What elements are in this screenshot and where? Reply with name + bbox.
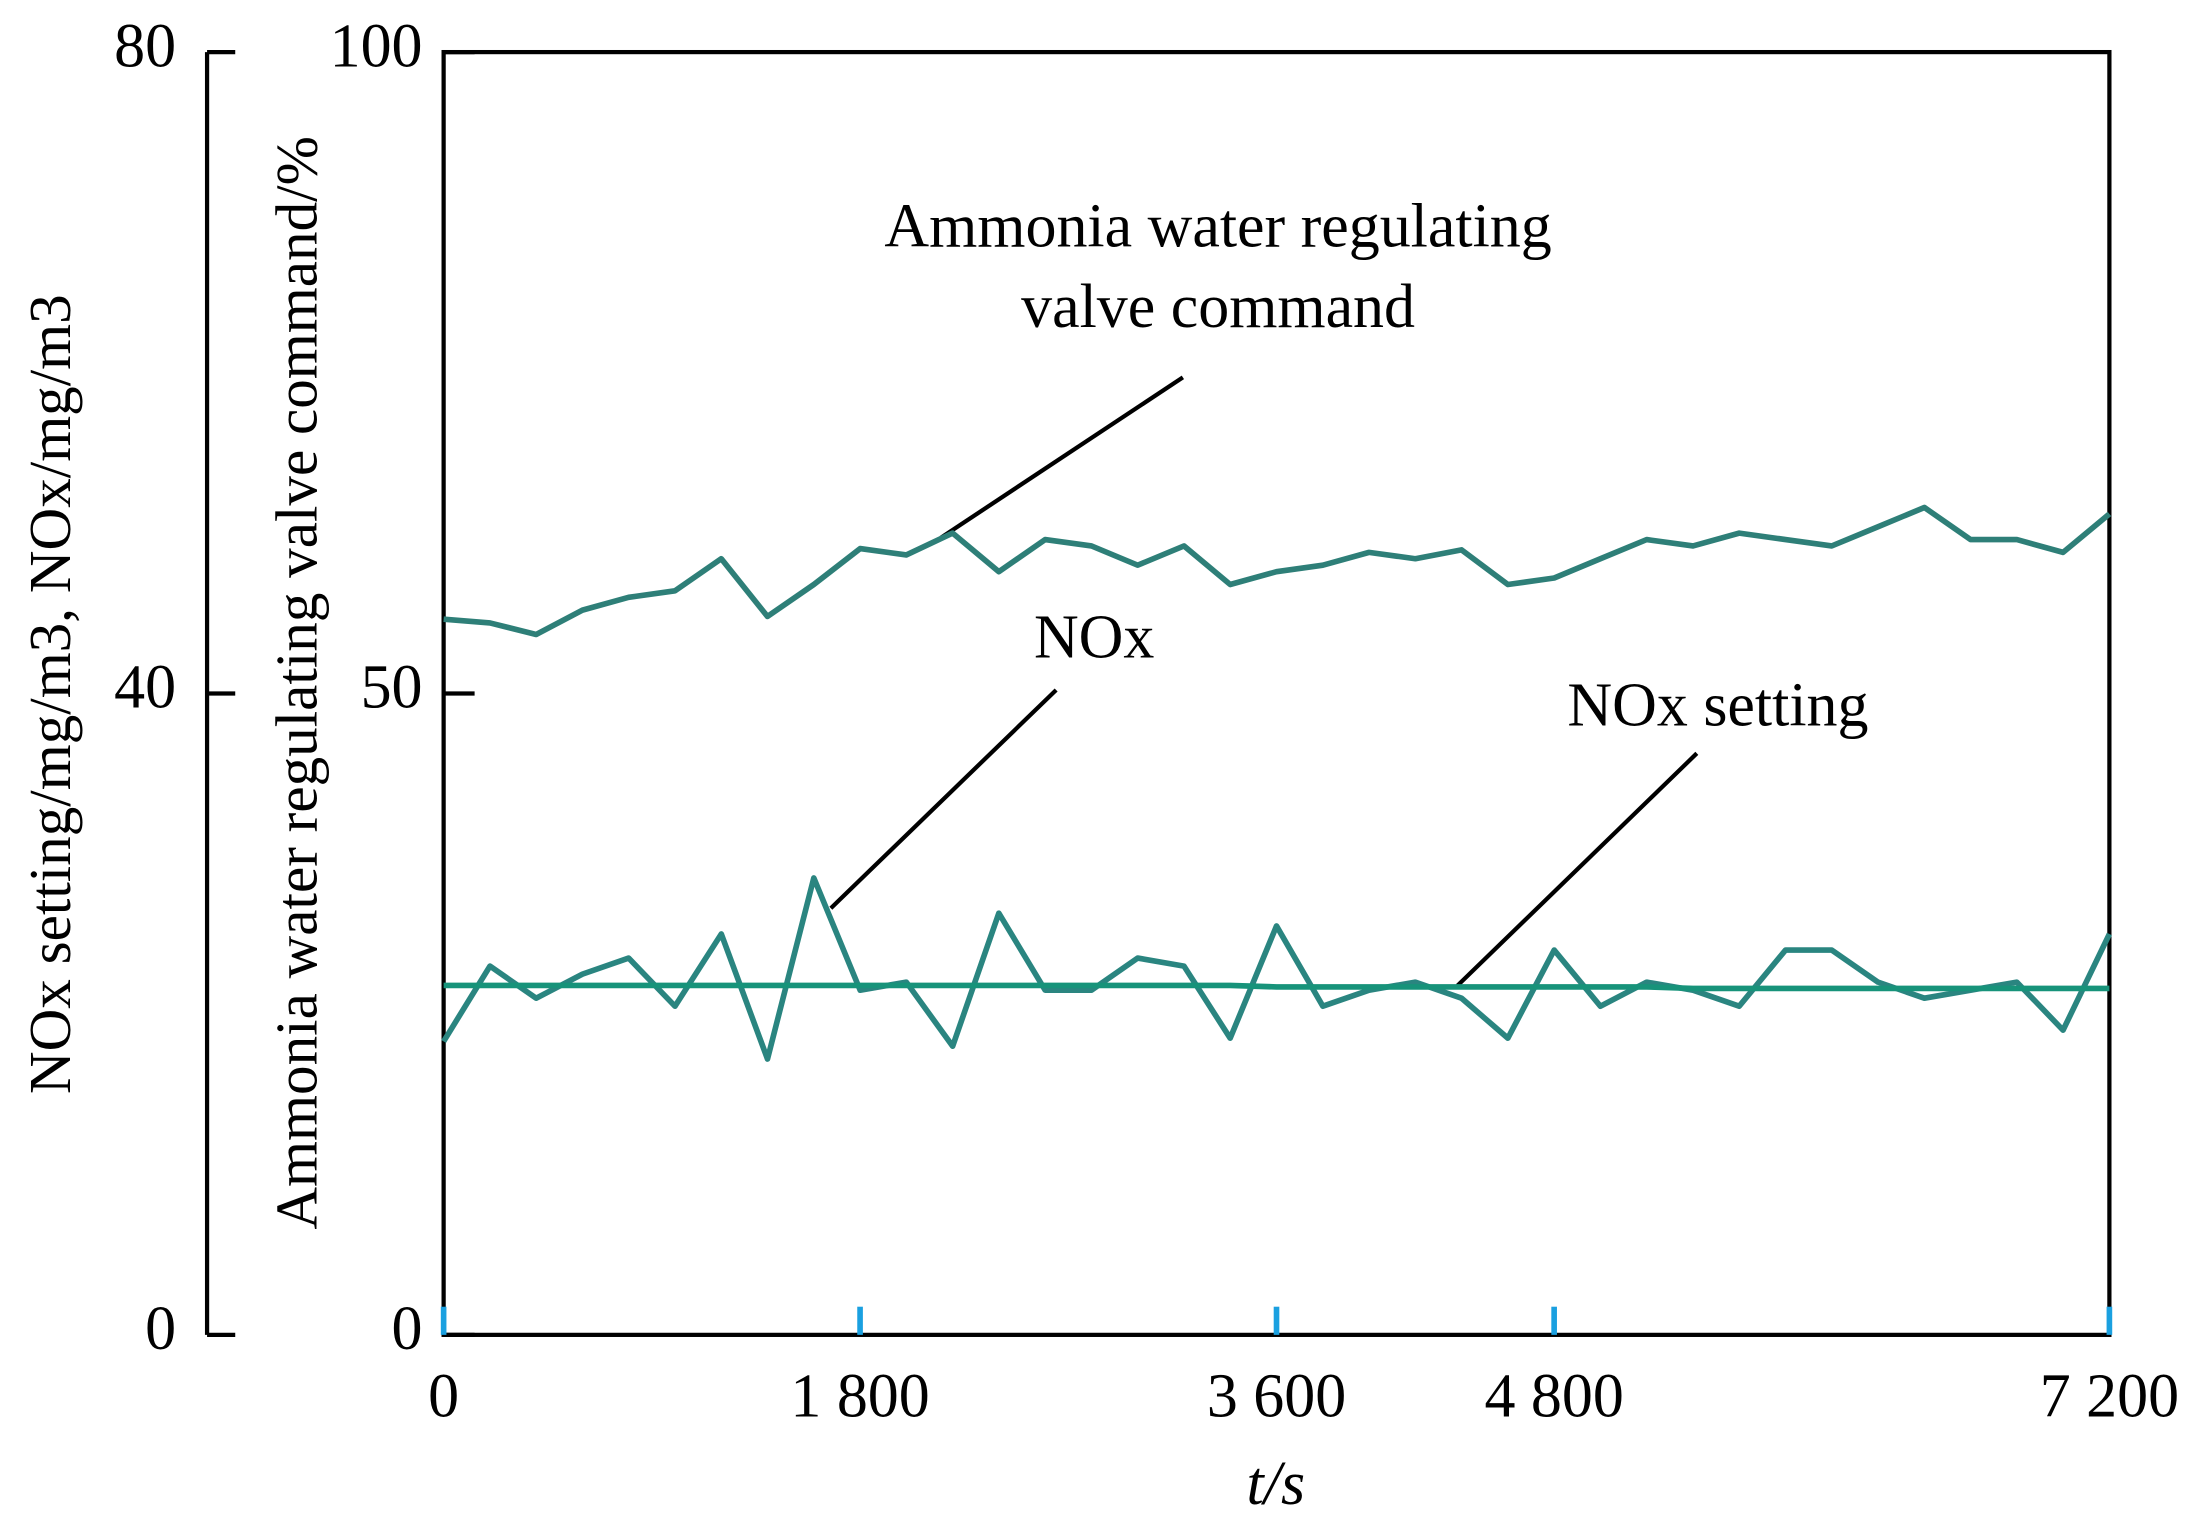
y-tick-label: 0 [145, 1295, 176, 1363]
series-line [443, 504, 2112, 638]
y2-tick-label: 100 [330, 12, 423, 80]
annotation: NOx setting [1567, 671, 1868, 739]
series-line [443, 982, 2110, 992]
series-line [441, 875, 2112, 1062]
annotation: valve command [1021, 273, 1415, 341]
x-tick-label: 4 800 [1484, 1363, 1623, 1431]
leader-line [829, 688, 1058, 910]
y2-tick-label: 0 [392, 1295, 423, 1363]
x-axis-label: t/s [1247, 1450, 1306, 1518]
x-tick-label: 0 [428, 1363, 459, 1431]
leader-line [939, 375, 1185, 540]
annotation: NOx [1034, 604, 1154, 672]
y-tick-label: 80 [114, 12, 176, 80]
y-axis-label: NOx setting/mg/m3, NOx/mg/m3 [17, 294, 83, 1094]
leader-line [1455, 751, 1699, 988]
x-tick-label: 1 800 [790, 1363, 929, 1431]
y-tick-label: 40 [114, 654, 176, 722]
y2-tick-label: 50 [361, 654, 423, 722]
x-tick-label: 3 600 [1207, 1363, 1346, 1431]
x-tick-label: 7 200 [2040, 1363, 2179, 1431]
y2-axis-label: Ammonia water regulating valve command/% [263, 136, 329, 1229]
annotation: Ammonia water regulating [884, 193, 1551, 261]
